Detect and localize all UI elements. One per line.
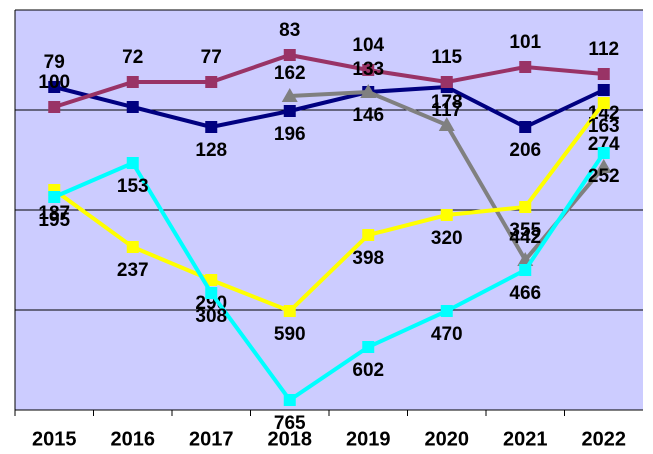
data-label: 274: [588, 134, 620, 155]
data-label: 765: [274, 413, 306, 434]
marker: [283, 394, 296, 406]
marker: [360, 84, 377, 98]
marker: [205, 76, 218, 88]
data-label: 79: [44, 52, 65, 73]
marker: [205, 121, 218, 133]
data-label: 398: [352, 248, 384, 269]
marker: [283, 49, 296, 61]
series-line: [53, 101, 606, 314]
marker: [362, 64, 375, 76]
x-tick-label: 2020: [425, 428, 470, 450]
x-tick-label: 2015: [32, 428, 77, 450]
data-label: 290: [195, 293, 227, 314]
series-line: [53, 52, 604, 109]
series-line: [53, 84, 605, 130]
marker: [126, 241, 139, 253]
marker: [48, 81, 61, 93]
data-label: 104: [352, 35, 384, 56]
series-line: [53, 151, 606, 403]
marker: [519, 121, 532, 133]
marker: [283, 105, 296, 117]
data-label: 162: [274, 63, 306, 84]
marker: [440, 76, 453, 88]
marker: [126, 101, 139, 113]
data-label: 101: [509, 32, 541, 53]
x-tick-label: 2022: [582, 428, 627, 450]
data-label: 590: [274, 324, 306, 345]
x-tick-label: 2019: [346, 428, 391, 450]
marker: [519, 264, 532, 276]
data-label: 187: [38, 203, 70, 224]
data-label: 308: [195, 306, 227, 327]
data-label: 72: [122, 47, 143, 68]
data-label: 100: [38, 72, 70, 93]
data-label: 195: [38, 210, 70, 231]
data-label: 83: [279, 20, 300, 41]
data-label: 142: [588, 103, 620, 124]
data-label: 128: [195, 140, 227, 161]
x-tick-label: 2018: [268, 428, 313, 450]
marker: [362, 229, 375, 241]
data-label: 178: [431, 92, 463, 113]
data-label: 355: [509, 220, 541, 241]
marker: [362, 341, 375, 353]
data-label: 466: [509, 283, 541, 304]
marker: [48, 101, 61, 113]
marker: [205, 274, 218, 286]
x-tick-label: 2017: [189, 428, 234, 450]
marker: [595, 159, 612, 173]
data-label: 252: [588, 166, 620, 187]
marker: [281, 88, 298, 102]
marker: [126, 76, 139, 88]
marker: [48, 191, 61, 203]
marker: [438, 117, 455, 131]
data-label: 163: [588, 116, 620, 137]
data-label: 146: [352, 105, 384, 126]
data-label: 442: [509, 227, 541, 248]
x-tick-label: 2021: [503, 428, 548, 450]
marker: [519, 201, 532, 213]
data-label: 115: [431, 47, 462, 68]
data-label: 112: [588, 39, 619, 60]
marker: [519, 61, 532, 73]
data-label: 77: [201, 47, 222, 68]
data-label: 133: [352, 59, 384, 80]
data-label: 206: [509, 140, 541, 161]
data-label: 117: [431, 100, 462, 121]
marker: [440, 209, 453, 221]
marker: [283, 305, 296, 317]
marker: [597, 147, 610, 159]
marker: [126, 157, 139, 169]
data-label: 237: [117, 260, 149, 281]
x-tick-label: 2016: [111, 428, 156, 450]
data-label: 602: [352, 360, 384, 381]
marker: [597, 68, 610, 80]
data-label: 470: [431, 324, 463, 345]
marker: [205, 287, 218, 299]
data-label: 196: [274, 124, 306, 145]
marker: [440, 305, 453, 317]
marker: [597, 97, 610, 109]
data-label: 320: [431, 228, 463, 249]
marker: [597, 84, 610, 96]
data-label: 153: [117, 176, 149, 197]
